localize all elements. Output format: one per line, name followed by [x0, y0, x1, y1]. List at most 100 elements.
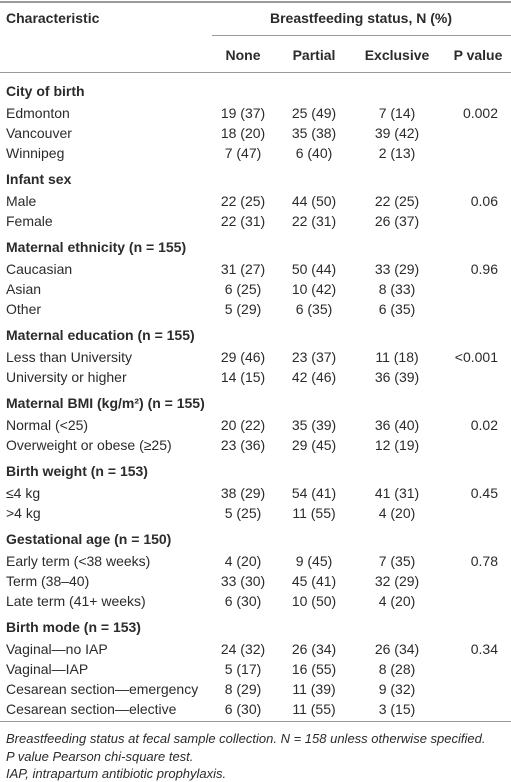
cell-value: 5 (29) — [224, 301, 262, 317]
row-label: ≤4 kg — [6, 485, 41, 501]
section-title: City of birth — [6, 83, 85, 99]
cell-value: 6 (30) — [224, 593, 262, 609]
row-label: Late term (41+ weeks) — [6, 593, 146, 609]
cell-value: 33 (30) — [220, 573, 266, 589]
cell-value: 9 (45) — [295, 553, 333, 569]
cell-value: 9 (32) — [378, 681, 416, 697]
cell-value: 26 (37) — [374, 213, 420, 229]
cell-value: 6 (30) — [224, 701, 262, 717]
header-group: Breastfeeding status, N (%) — [269, 10, 453, 26]
section-title: Birth weight (n = 153) — [6, 463, 148, 479]
cell-value: 23 (36) — [220, 437, 266, 453]
section-title: Maternal education (n = 155) — [6, 327, 195, 343]
cell-value: 4 (20) — [224, 553, 262, 569]
header-rule — [0, 72, 511, 73]
cell-value: 6 (40) — [295, 145, 333, 161]
cell-value: 35 (38) — [291, 125, 337, 141]
cell-value: 33 (29) — [374, 261, 420, 277]
p-value: 0.34 — [470, 641, 498, 657]
cell-value: 25 (49) — [291, 105, 337, 121]
p-value: <0.001 — [454, 349, 498, 365]
cell-value: 7 (14) — [378, 105, 416, 121]
p-value: 0.45 — [470, 485, 498, 501]
cell-value: 42 (46) — [291, 369, 337, 385]
cell-value: 22 (31) — [220, 213, 266, 229]
cell-value: 4 (20) — [378, 505, 416, 521]
column-header: P value — [453, 47, 503, 63]
cell-value: 39 (42) — [374, 125, 420, 141]
column-header: Exclusive — [364, 47, 430, 63]
cell-value: 31 (27) — [220, 261, 266, 277]
top-rule — [0, 1, 511, 3]
cell-value: 5 (17) — [224, 661, 262, 677]
row-label: Winnipeg — [6, 145, 65, 161]
cell-value: 6 (35) — [378, 301, 416, 317]
cell-value: 29 (45) — [291, 437, 337, 453]
row-label: Normal (<25) — [6, 417, 89, 433]
row-label: Early term (<38 weeks) — [6, 553, 151, 569]
cell-value: 7 (47) — [224, 145, 262, 161]
cell-value: 35 (39) — [291, 417, 337, 433]
cell-value: 45 (41) — [291, 573, 337, 589]
row-label: Vaginal—no IAP — [6, 641, 108, 657]
cell-value: 11 (39) — [292, 681, 336, 697]
cell-value: 11 (55) — [292, 701, 336, 717]
bottom-rule — [0, 721, 511, 722]
cell-value: 19 (37) — [220, 105, 266, 121]
cell-value: 23 (37) — [291, 349, 337, 365]
cell-value: 7 (35) — [378, 553, 416, 569]
cell-value: 22 (25) — [220, 193, 266, 209]
section-title: Gestational age (n = 150) — [6, 531, 172, 547]
group-rule — [212, 35, 511, 36]
cell-value: 36 (40) — [374, 417, 420, 433]
cell-value: 10 (42) — [291, 281, 337, 297]
footnote: P value Pearson chi-square test. — [6, 748, 194, 764]
footnote: Breastfeeding status at fecal sample col… — [6, 731, 486, 746]
cell-value: 50 (44) — [291, 261, 337, 277]
cell-value: 24 (32) — [220, 641, 266, 657]
cell-value: 44 (50) — [291, 193, 337, 209]
footnote: IAP, intrapartum antibiotic prophylaxis. — [6, 766, 227, 781]
header-characteristic: Characteristic — [6, 10, 100, 26]
cell-value: 54 (41) — [291, 485, 337, 501]
cell-value: 22 (25) — [374, 193, 420, 209]
section-title: Birth mode (n = 153) — [6, 619, 141, 635]
row-label: Asian — [6, 281, 42, 297]
cell-value: 10 (50) — [291, 593, 337, 609]
cell-value: 3 (15) — [378, 701, 416, 717]
p-value: 0.78 — [470, 553, 498, 569]
section-title: Maternal BMI (kg/m²) (n = 155) — [6, 395, 205, 411]
cell-value: 11 (55) — [292, 505, 336, 521]
cell-value: 11 (18) — [375, 349, 419, 365]
cell-value: 5 (25) — [224, 505, 262, 521]
row-label: Other — [6, 301, 42, 317]
section-title: Maternal ethnicity (n = 155) — [6, 239, 187, 255]
cell-value: 38 (29) — [220, 485, 266, 501]
p-value: 0.96 — [470, 261, 498, 277]
cell-value: 2 (13) — [378, 145, 416, 161]
p-value: 0.002 — [462, 105, 498, 121]
cell-value: 26 (34) — [291, 641, 337, 657]
cell-value: 32 (29) — [374, 573, 420, 589]
cell-value: 6 (25) — [224, 281, 262, 297]
row-label: Cesarean section—elective — [6, 701, 177, 717]
cell-value: 8 (28) — [378, 661, 416, 677]
column-header: None — [225, 47, 261, 63]
cell-value: 8 (33) — [378, 281, 416, 297]
cell-value: 8 (29) — [224, 681, 262, 697]
cell-value: 4 (20) — [378, 593, 416, 609]
cell-value: 26 (34) — [374, 641, 420, 657]
row-label: Term (38–40) — [6, 573, 90, 589]
cell-value: 12 (19) — [374, 437, 420, 453]
cell-value: 14 (15) — [220, 369, 266, 385]
row-label: Overweight or obese (≥25) — [6, 437, 172, 453]
p-value: 0.06 — [470, 193, 498, 209]
column-header: Partial — [292, 47, 336, 63]
cell-value: 29 (46) — [220, 349, 266, 365]
cell-value: 41 (31) — [374, 485, 420, 501]
row-label: Less than University — [6, 349, 133, 365]
row-label: Male — [6, 193, 37, 209]
cell-value: 20 (22) — [220, 417, 266, 433]
row-label: Caucasian — [6, 261, 73, 277]
